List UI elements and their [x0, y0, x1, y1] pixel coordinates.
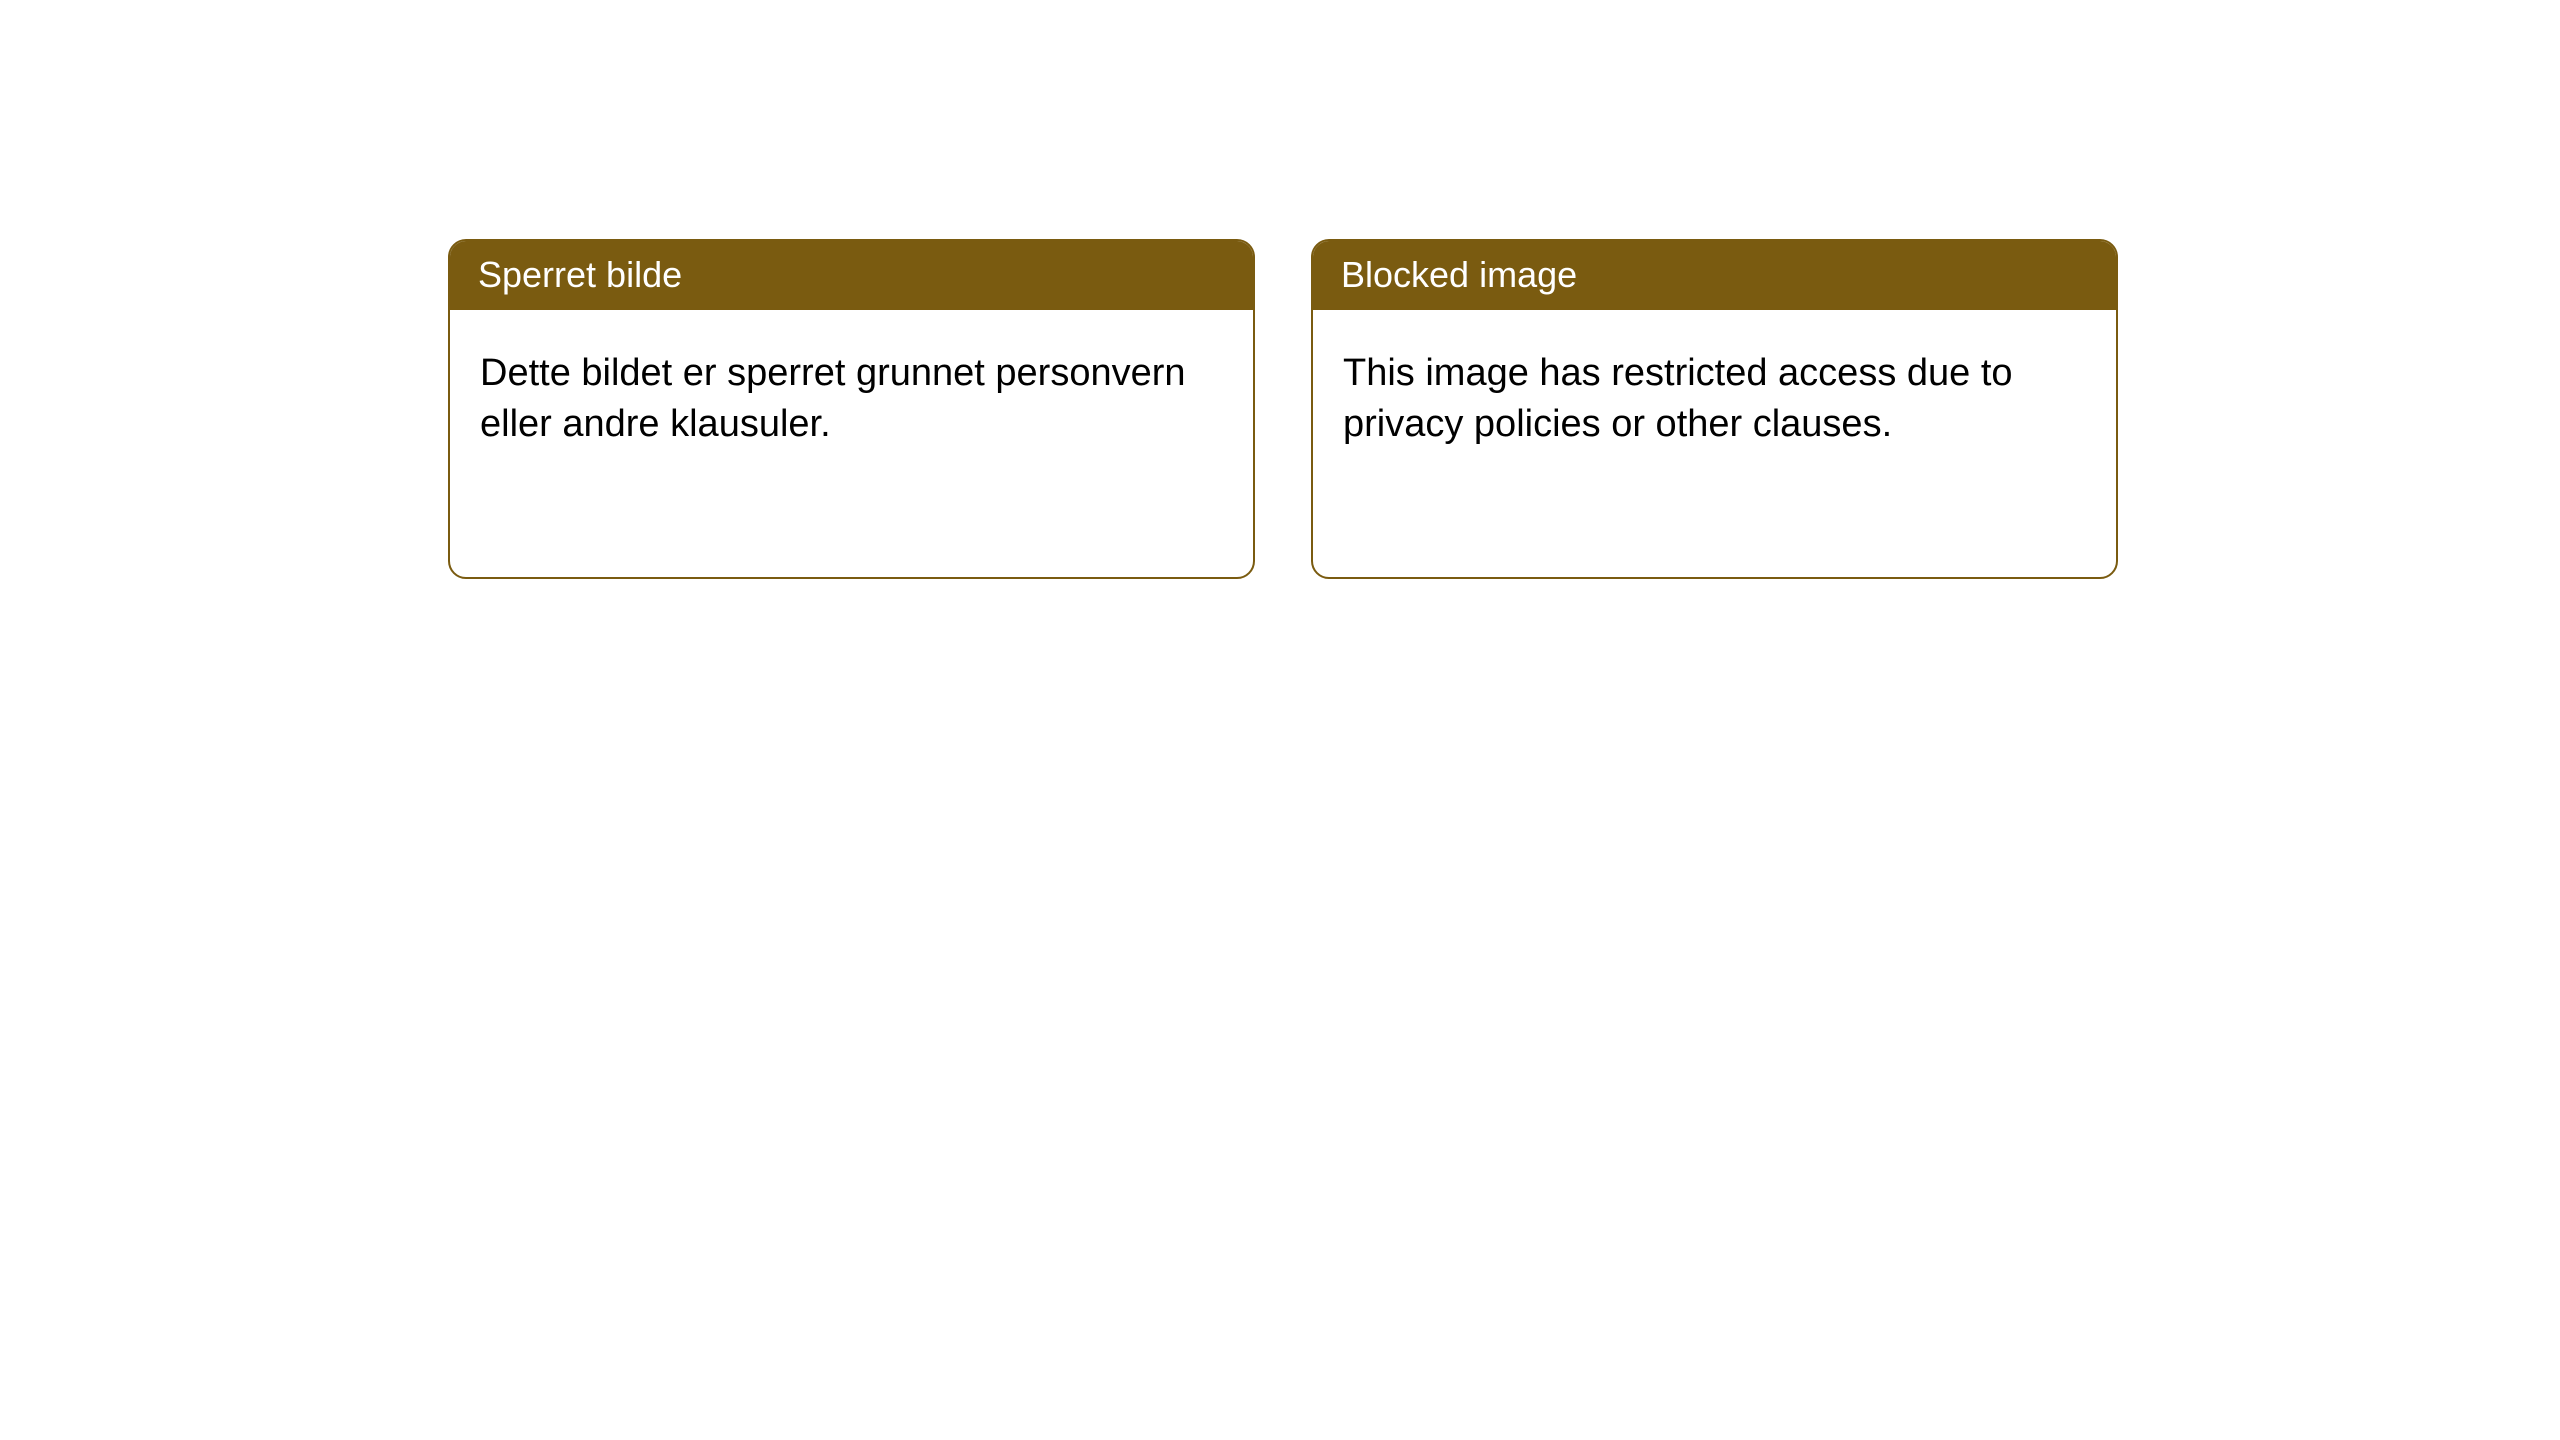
notice-panel-no: Sperret bilde Dette bildet er sperret gr… [448, 239, 1255, 579]
notice-body-en: This image has restricted access due to … [1313, 310, 2116, 481]
notice-title-no: Sperret bilde [450, 241, 1253, 310]
notice-body-no: Dette bildet er sperret grunnet personve… [450, 310, 1253, 481]
notice-title-en: Blocked image [1313, 241, 2116, 310]
notice-panel-en: Blocked image This image has restricted … [1311, 239, 2118, 579]
notice-container: Sperret bilde Dette bildet er sperret gr… [448, 239, 2118, 579]
